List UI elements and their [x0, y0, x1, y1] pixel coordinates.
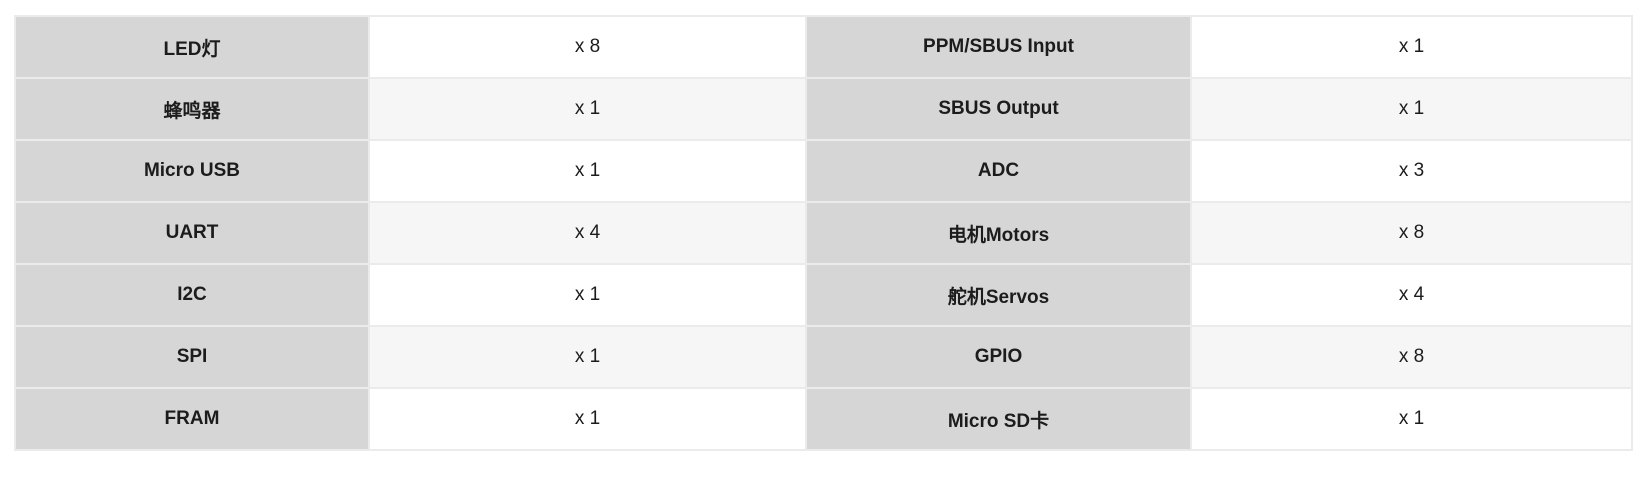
spec-count-cell: x 3 [1190, 139, 1633, 203]
spec-name-cell: GPIO [805, 325, 1192, 389]
spec-name-cell: UART [14, 201, 370, 265]
spec-count-cell: x 1 [1190, 77, 1633, 141]
table-row: LED灯 x 8 PPM/SBUS Input x 1 [14, 15, 1633, 79]
spec-count-cell: x 4 [1190, 263, 1633, 327]
table-row: UART x 4 电机Motors x 8 [14, 201, 1633, 265]
spec-name-cell: LED灯 [14, 15, 370, 79]
table-row: Micro USB x 1 ADC x 3 [14, 139, 1633, 203]
spec-count-cell: x 1 [368, 77, 807, 141]
spec-name-cell: Micro SD卡 [805, 387, 1192, 451]
spec-count-cell: x 1 [1190, 15, 1633, 79]
spec-count-cell: x 8 [1190, 325, 1633, 389]
spec-count-cell: x 8 [368, 15, 807, 79]
spec-name-cell: ADC [805, 139, 1192, 203]
spec-table-body: LED灯 x 8 PPM/SBUS Input x 1 蜂鸣器 x 1 SBUS… [14, 15, 1633, 451]
spec-count-cell: x 1 [1190, 387, 1633, 451]
table-row: I2C x 1 舵机Servos x 4 [14, 263, 1633, 327]
table-row: FRAM x 1 Micro SD卡 x 1 [14, 387, 1633, 451]
spec-name-cell: 蜂鸣器 [14, 77, 370, 141]
spec-name-cell: 电机Motors [805, 201, 1192, 265]
spec-count-cell: x 8 [1190, 201, 1633, 265]
hardware-spec-table: LED灯 x 8 PPM/SBUS Input x 1 蜂鸣器 x 1 SBUS… [14, 15, 1633, 451]
spec-name-cell: SBUS Output [805, 77, 1192, 141]
spec-count-cell: x 1 [368, 387, 807, 451]
spec-name-cell: FRAM [14, 387, 370, 451]
spec-name-cell: 舵机Servos [805, 263, 1192, 327]
table-row: SPI x 1 GPIO x 8 [14, 325, 1633, 389]
spec-count-cell: x 1 [368, 263, 807, 327]
spec-name-cell: SPI [14, 325, 370, 389]
spec-name-cell: Micro USB [14, 139, 370, 203]
spec-count-cell: x 4 [368, 201, 807, 265]
table-row: 蜂鸣器 x 1 SBUS Output x 1 [14, 77, 1633, 141]
spec-count-cell: x 1 [368, 139, 807, 203]
spec-name-cell: PPM/SBUS Input [805, 15, 1192, 79]
spec-count-cell: x 1 [368, 325, 807, 389]
spec-name-cell: I2C [14, 263, 370, 327]
